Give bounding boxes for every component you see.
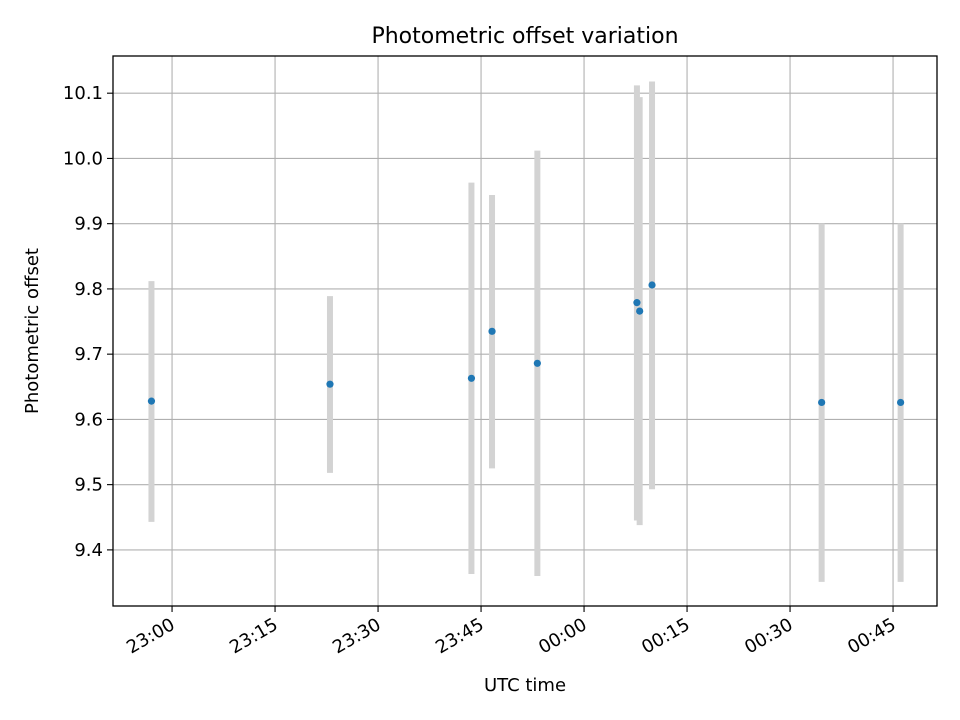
- y-axis-title: Photometric offset: [22, 248, 43, 414]
- data-point: [636, 307, 644, 315]
- data-point: [897, 398, 905, 407]
- y-tick-label: 10.1: [63, 83, 103, 104]
- y-tick-label: 9.5: [74, 475, 103, 496]
- y-axis-ticks: 9.4 9.5 9.6 9.7 9.8 9.9 10.0 10.1: [63, 83, 113, 561]
- data-point: [326, 380, 334, 388]
- data-point: [533, 359, 541, 367]
- grid-lines: [113, 56, 937, 606]
- data-point: [147, 397, 156, 405]
- data-points: [147, 281, 905, 407]
- y-tick-label: 9.8: [74, 279, 103, 300]
- data-point: [648, 281, 656, 289]
- chart-title: Photometric offset variation: [371, 24, 678, 49]
- y-tick-label: 9.9: [74, 214, 103, 235]
- x-axis-title: UTC time: [484, 675, 566, 696]
- y-tick-label: 9.7: [74, 344, 103, 365]
- y-tick-label: 10.0: [63, 148, 103, 169]
- data-point: [633, 299, 641, 307]
- y-tick-label: 9.4: [74, 540, 103, 561]
- data-point: [467, 374, 476, 382]
- data-point: [488, 327, 496, 335]
- plot-frame: [112, 55, 938, 607]
- y-tick-label: 9.6: [74, 409, 103, 430]
- data-point: [818, 398, 826, 407]
